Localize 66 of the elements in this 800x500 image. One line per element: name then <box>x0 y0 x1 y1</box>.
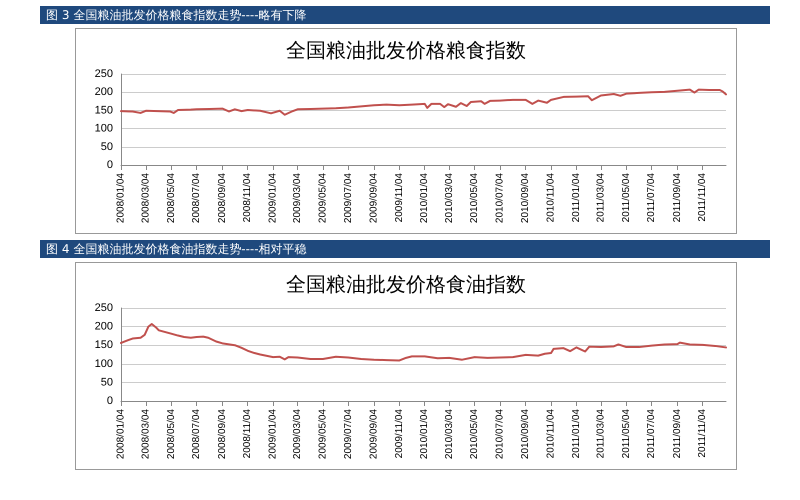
y-tick-label: 250 <box>94 68 113 80</box>
x-tick-label: 2011/09/04 <box>672 172 683 222</box>
x-tick-label: 2011/07/04 <box>646 172 658 222</box>
x-tick-label: 2009/09/04 <box>368 172 380 224</box>
x-tick-label: 2010/07/04 <box>494 172 506 224</box>
x-tick-label: 2011/05/04 <box>620 408 632 458</box>
y-tick-label: 250 <box>94 302 113 314</box>
x-tick-label: 2008/05/04 <box>166 172 177 224</box>
x-tick-label: 2008/09/04 <box>216 408 228 460</box>
y-tick-label: 100 <box>94 358 113 370</box>
x-tick-label: 2008/09/04 <box>216 172 228 224</box>
x-tick-label: 2011/07/04 <box>646 408 658 458</box>
x-tick-label: 2008/05/04 <box>166 408 177 460</box>
y-tick-label: 150 <box>94 339 113 352</box>
x-tick-label: 2009/11/04 <box>394 408 405 458</box>
x-tick-label: 2008/03/04 <box>140 408 152 460</box>
x-tick-label: 2008/01/04 <box>116 408 126 460</box>
x-tick-label: 2011/03/04 <box>595 172 606 222</box>
x-tick-label: 2010/03/04 <box>444 172 455 224</box>
x-tick-label: 2008/11/04 <box>242 172 254 222</box>
x-tick-label: 2011/01/04 <box>570 408 582 458</box>
x-tick-label: 2008/07/04 <box>191 172 202 224</box>
x-tick-label: 2010/05/04 <box>469 408 480 460</box>
x-tick-label: 2010/11/04 <box>546 172 557 222</box>
x-tick-label: 2009/01/04 <box>268 172 279 224</box>
x-tick-label: 2009/09/04 <box>368 408 380 460</box>
x-tick-label: 2008/11/04 <box>242 408 254 458</box>
x-tick-label: 2009/05/04 <box>317 172 328 224</box>
x-tick-label: 2008/03/04 <box>140 172 152 224</box>
x-tick-label: 2009/03/04 <box>292 172 304 224</box>
line-series <box>120 88 727 116</box>
x-tick-label: 2011/03/04 <box>595 408 606 458</box>
x-tick-label: 2008/07/04 <box>191 408 202 460</box>
x-tick-label: 2009/11/04 <box>394 172 405 222</box>
y-tick-label: 0 <box>106 395 113 407</box>
chart-subtitle: 图 4 全国粮油批发价格食油指数走势----相对平稳 <box>40 240 770 258</box>
y-tick-label: 50 <box>100 140 113 153</box>
line-series <box>120 322 727 362</box>
y-tick-label: 200 <box>94 86 113 98</box>
x-tick-label: 2009/07/04 <box>342 408 354 460</box>
chart-title: 全国粮油批发价格食油指数 <box>286 272 526 296</box>
chart-title: 全国粮油批发价格粮食指数 <box>286 38 526 62</box>
y-tick-label: 150 <box>94 104 113 116</box>
x-tick-label: 2011/01/04 <box>570 172 582 222</box>
x-tick-label: 2011/11/04 <box>697 172 708 222</box>
x-tick-label: 2010/05/04 <box>469 172 480 224</box>
x-tick-label: 2010/07/04 <box>494 408 506 460</box>
y-tick-label: 0 <box>106 159 113 171</box>
y-tick-label: 50 <box>100 376 113 388</box>
x-tick-label: 2010/03/04 <box>444 408 455 460</box>
y-tick-label: 200 <box>94 320 113 333</box>
x-tick-label: 2010/11/04 <box>546 408 557 458</box>
x-tick-label: 2008/01/04 <box>116 172 126 224</box>
x-tick-label: 2009/05/04 <box>317 408 328 460</box>
x-tick-label: 2011/11/04 <box>697 408 708 458</box>
x-tick-label: 2010/09/04 <box>520 408 532 460</box>
x-tick-label: 2009/01/04 <box>268 408 279 460</box>
x-tick-label: 2009/07/04 <box>342 172 354 224</box>
x-tick-label: 2009/03/04 <box>292 408 304 460</box>
x-tick-label: 2010/09/04 <box>520 172 532 224</box>
chart-subtitle: 图 3 全国粮油批发价格粮食指数走势----略有下降 <box>40 6 770 24</box>
x-tick-label: 2011/09/04 <box>672 408 683 458</box>
x-tick-label: 2010/01/04 <box>419 408 430 460</box>
y-tick-label: 100 <box>94 122 113 135</box>
x-tick-label: 2010/01/04 <box>419 172 430 224</box>
x-tick-label: 2011/05/04 <box>620 172 632 222</box>
